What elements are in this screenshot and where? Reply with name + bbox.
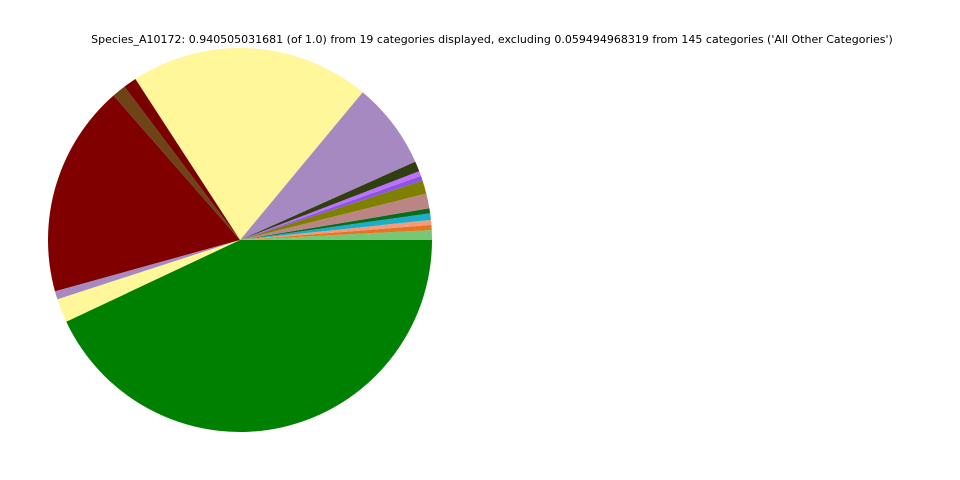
pie-slice <box>240 180 427 240</box>
pie-slice <box>48 95 240 292</box>
pie-slice <box>240 219 432 240</box>
pie-slice <box>124 78 240 240</box>
pie-slice <box>54 240 240 300</box>
pie-slice <box>113 86 240 240</box>
pie-slice <box>240 161 420 240</box>
pie-slice <box>240 92 416 240</box>
pie-slice <box>240 224 432 240</box>
pie-slice <box>240 213 431 240</box>
pie-slice <box>135 47 363 240</box>
pie-slice <box>240 193 430 240</box>
pie-slice <box>240 229 432 240</box>
pie-slice <box>240 208 431 240</box>
pie-slice <box>57 240 240 322</box>
pie-slice <box>66 240 432 433</box>
chart-title: Species_A10172: 0.940505031681 (of 1.0) … <box>91 33 893 46</box>
pie-slice <box>240 171 421 240</box>
pie-slice <box>240 175 423 240</box>
